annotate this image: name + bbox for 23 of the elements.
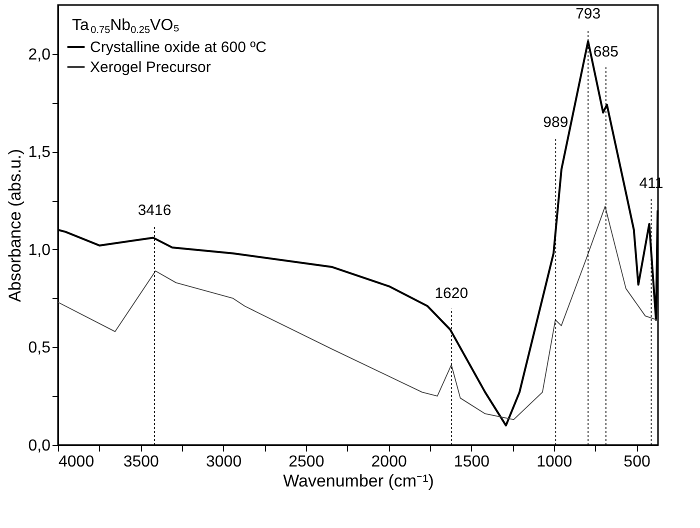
x-tick-label: 2000 bbox=[371, 454, 407, 470]
ref-line-label: 3416 bbox=[138, 202, 172, 220]
legend-label: Xerogel Precursor bbox=[90, 59, 211, 76]
x-tick-label: 2500 bbox=[288, 454, 324, 470]
x-axis-title: Wavenumber (cm⁻¹) bbox=[283, 472, 434, 490]
x-tick-label: 3000 bbox=[206, 454, 242, 470]
x-tick-label: 3500 bbox=[123, 454, 160, 470]
x-tick-label: 1500 bbox=[454, 454, 490, 470]
y-tick-label: 0,0 bbox=[28, 438, 51, 454]
y-axis-title: Absorbance (abs.u.) bbox=[5, 148, 24, 302]
line-series bbox=[58, 206, 658, 420]
y-tick-label: 1,5 bbox=[28, 144, 51, 162]
x-tick-label: 500 bbox=[624, 454, 650, 470]
y-tick-label: 0,5 bbox=[28, 340, 51, 357]
ref-line-label: 1620 bbox=[434, 284, 468, 302]
ref-line-label: 685 bbox=[593, 43, 618, 60]
x-tick-label: 1000 bbox=[536, 454, 572, 470]
y-tick-label: 2,0 bbox=[28, 46, 51, 64]
ref-line-label: 989 bbox=[543, 114, 568, 131]
legend-label: Crystalline oxide at 600 ºC bbox=[90, 39, 267, 56]
ref-line-label: 793 bbox=[576, 6, 601, 23]
y-tick-label: 1,0 bbox=[28, 242, 51, 259]
x-tick-label: 4000 bbox=[58, 454, 94, 470]
